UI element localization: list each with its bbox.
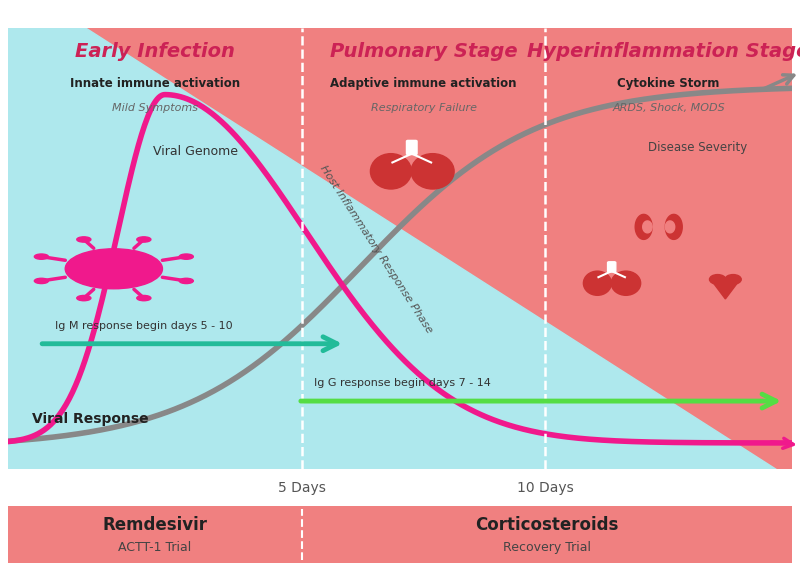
Ellipse shape — [710, 275, 726, 284]
Text: Remdesivir: Remdesivir — [102, 516, 207, 534]
Ellipse shape — [179, 254, 194, 259]
FancyBboxPatch shape — [607, 262, 616, 272]
Text: Host Inflammatory Response Phase: Host Inflammatory Response Phase — [318, 163, 434, 335]
Ellipse shape — [137, 237, 151, 242]
Ellipse shape — [725, 275, 742, 284]
Ellipse shape — [411, 154, 454, 189]
Ellipse shape — [611, 271, 641, 295]
Text: Cytokine Storm: Cytokine Storm — [618, 77, 720, 90]
Text: Hyperinflammation Stage: Hyperinflammation Stage — [527, 42, 800, 61]
Ellipse shape — [179, 278, 194, 283]
Text: Corticosteroids: Corticosteroids — [475, 516, 618, 534]
Text: Respiratory Failure: Respiratory Failure — [370, 104, 477, 113]
Ellipse shape — [370, 154, 411, 189]
Text: 5 Days: 5 Days — [278, 481, 326, 495]
Polygon shape — [635, 215, 652, 240]
Ellipse shape — [66, 249, 162, 289]
Text: ACTT-1 Trial: ACTT-1 Trial — [118, 541, 192, 554]
Text: Pulmonary Stage: Pulmonary Stage — [330, 42, 518, 61]
Text: Recovery Trial: Recovery Trial — [503, 541, 591, 554]
Polygon shape — [666, 215, 682, 240]
Ellipse shape — [34, 278, 49, 283]
Polygon shape — [8, 28, 776, 469]
Ellipse shape — [34, 254, 49, 259]
Text: Disease Severity: Disease Severity — [648, 141, 747, 154]
FancyBboxPatch shape — [0, 505, 800, 564]
Text: Adaptive immune activation: Adaptive immune activation — [330, 77, 517, 90]
FancyBboxPatch shape — [406, 141, 417, 155]
Ellipse shape — [583, 271, 611, 295]
Text: Early Infection: Early Infection — [75, 42, 235, 61]
Polygon shape — [642, 221, 652, 233]
Polygon shape — [666, 221, 674, 233]
Text: Viral Genome: Viral Genome — [153, 146, 238, 158]
Ellipse shape — [137, 295, 151, 301]
Polygon shape — [711, 280, 739, 299]
Text: 10 Days: 10 Days — [517, 481, 574, 495]
Ellipse shape — [77, 295, 91, 301]
Text: ARDS, Shock, MODS: ARDS, Shock, MODS — [612, 104, 725, 113]
Text: Mild Symptoms: Mild Symptoms — [112, 104, 198, 113]
Ellipse shape — [77, 237, 91, 242]
Text: Innate immune activation: Innate immune activation — [70, 77, 240, 90]
Text: Ig G response begin days 7 - 14: Ig G response begin days 7 - 14 — [314, 378, 490, 388]
Text: Ig M response begin days 5 - 10: Ig M response begin days 5 - 10 — [55, 320, 233, 331]
Text: Viral Response: Viral Response — [31, 412, 148, 426]
